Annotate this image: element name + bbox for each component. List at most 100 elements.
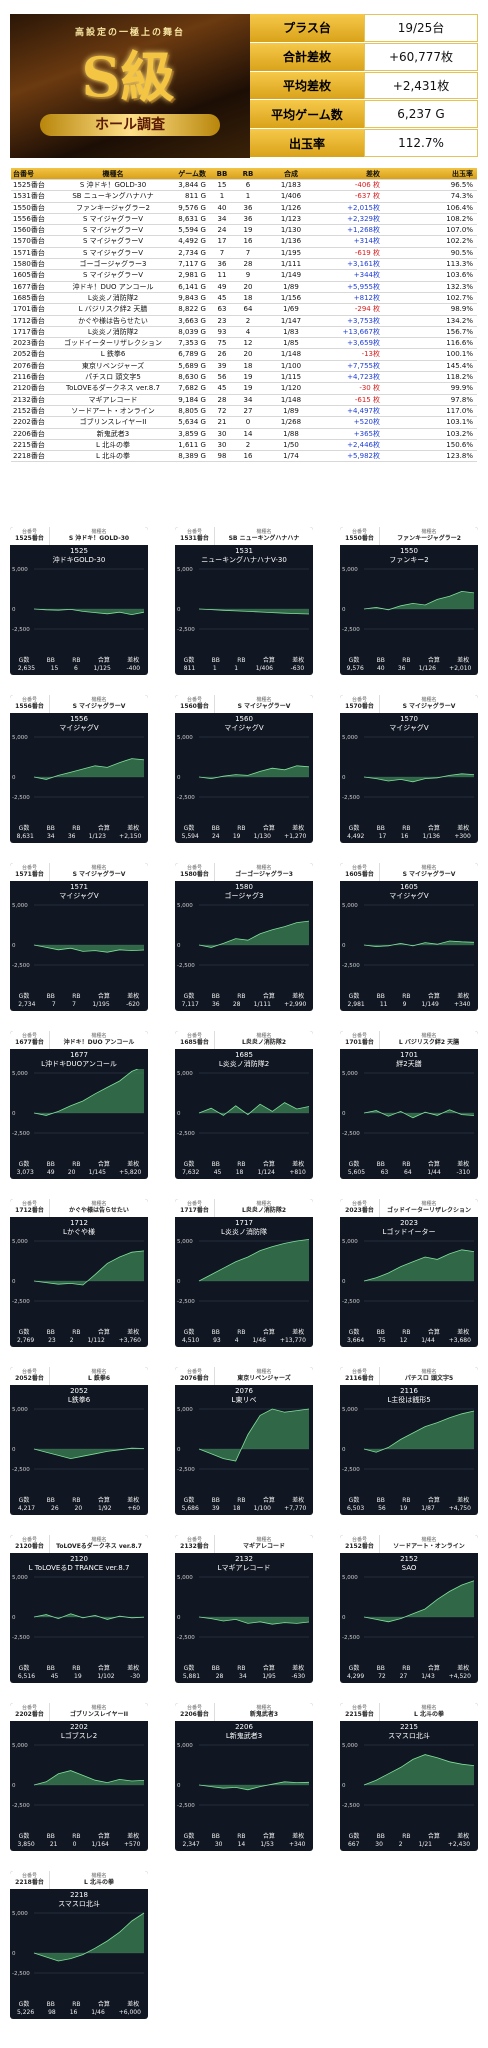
table-row[interactable]: 1677番台 沖ドキ！DUO アンコール 6,141 G 49 20 1/89 +5,955… (11, 282, 477, 293)
table-cell: +344枚 (353, 271, 380, 280)
table-row[interactable]: 2152番台 ソードアート・オンライン 8,805 G 72 27 1/89 +4,497枚… (11, 406, 477, 418)
axis-tick-label: -2,500 (342, 795, 360, 801)
footer-value: 24 (211, 833, 220, 840)
footer-value: 21 (49, 1841, 58, 1848)
machine-chart-card[interactable]: 台番号 1605番台 機種名 S マイジャグラーV 1605 マイジャグV 5,000 0 -2… (340, 863, 478, 1011)
machine-chart-card[interactable]: 台番号 2152番台 機種名 ソードアート・オンライン 2152 SAO 5,000 0 -2,… (340, 1535, 478, 1683)
table-row[interactable]: 1570番台 S マイジャグラーV 4,492 G 17 16 1/136 +314枚 102… (11, 236, 477, 248)
table-cell: 72 (217, 406, 227, 415)
card-unit-label: 台番号 (351, 529, 367, 535)
card-unit-cell: 台番号 2218番台 (10, 1871, 50, 1889)
footer-value: 4,217 (17, 1505, 36, 1512)
machine-chart-card[interactable]: 台番号 2215番台 機種名 L 北斗の拳 2215 スマスロ北斗 5,000 0 -2,500… (340, 1703, 478, 1851)
table-row[interactable]: 2218番台 L 北斗の拳 8,389 G 98 16 1/74 +5,982枚 123.8% (11, 451, 477, 463)
table-cell: 19 (243, 226, 253, 235)
footer-label: 差枚 (127, 1665, 140, 1672)
table-row[interactable]: 2052番台 L 鉄拳6 6,789 G 26 20 1/148 -13枚 100.1% (11, 349, 477, 361)
table-row[interactable]: 1525番台 S 沖ドキ！GOLD-30 3,844 G 15 6 1/183 -406 枚… (11, 180, 477, 192)
card-machine-cell: 機種名 S 沖ドキ！GOLD-30 (50, 527, 148, 545)
table-row[interactable]: 2076番台 東京リベンジャーズ 5,689 G 39 18 1/100 +7,755枚 14… (11, 361, 477, 373)
table-row[interactable]: 1556番台 S マイジャグラーV 8,631 G 34 36 1/123 +2,329枚 1… (11, 214, 477, 226)
machine-chart-card[interactable]: 台番号 2206番台 機種名 新鬼武者3 2206 L新鬼武者3 5,000 0 -2,500 G… (175, 1703, 313, 1851)
table-row[interactable]: 1580番台 ゴーゴージャグラー3 7,117 G 36 28 1/111 +3,161枚 1… (11, 259, 477, 271)
table-row[interactable]: 2116番台 パチスロ 頭文字5 8,630 G 56 19 1/115 +4,723枚 11… (11, 372, 477, 384)
summary-value: 19/25台 (364, 14, 478, 42)
footer-value: 7 (72, 1001, 76, 1008)
table-cell: 東京リベンジャーズ (81, 361, 145, 370)
footer-values: 2,635 15 6 1/125 -400 (10, 665, 148, 673)
machine-chart-card[interactable]: 台番号 2023番台 機種名 ゴッドイーターリザレクション 2023 Lゴッドイーター 5,… (340, 1199, 478, 1347)
table-row[interactable]: 2206番台 新鬼武者3 3,859 G 30 14 1/88 +365枚 103.2% (11, 429, 477, 440)
footer-values: 5,686 39 18 1/100 +7,770 (175, 1505, 313, 1513)
card-unit-number: 2206 (235, 1723, 253, 1731)
footer-label: G数 (18, 993, 30, 1000)
table-row[interactable]: 1571番台 S マイジャグラーV 2,734 G 7 7 1/195 -619 枚 90.5… (11, 248, 477, 260)
diff-chart: 5,000 0 -2,500 (177, 1071, 310, 1137)
axis-tick-label: 5,000 (342, 1407, 358, 1413)
table-row[interactable]: 1717番台 L炎炎ノ消防隊2 8,039 G 93 4 1/83 +13,667枚 156.… (11, 327, 477, 339)
card-machine-cell: 機種名 L炎炎ノ消防隊2 (215, 1031, 313, 1049)
table-row[interactable]: 2215番台 L 北斗の拳 1,611 G 30 2 1/50 +2,446枚 150.6% (11, 440, 477, 452)
table-row[interactable]: 1531番台 SB ニューキングハナハナ 811 G 1 1 1/406 -637 枚 74.… (11, 191, 477, 203)
machine-chart-card[interactable]: 台番号 1570番台 機種名 S マイジャグラーV 1570 マイジャグV 5,000 0 -2… (340, 695, 478, 843)
machine-chart-card[interactable]: 台番号 1580番台 機種名 ゴーゴージャグラー3 1580 ゴージャグ3 5,000 0 -2… (175, 863, 313, 1011)
machine-chart-card[interactable]: 台番号 1685番台 機種名 L炎炎ノ消防隊2 1685 L炎炎ノ消防隊2 5,000 0 -2… (175, 1031, 313, 1179)
card-footer: G数 BB RB 合算 差枚 6,503 56 19 1/87 +4,750 (340, 1497, 478, 1513)
machine-chart-card[interactable]: 台番号 2218番台 機種名 L 北斗の拳 2218 スマスロ北斗 5,000 0 -2,500… (10, 1871, 148, 2019)
machine-chart-card[interactable]: 台番号 2052番台 機種名 L 鉄拳6 2052 L鉄拳6 5,000 0 -2,500 G数 B… (10, 1367, 148, 1515)
machine-chart-card[interactable]: 台番号 2132番台 機種名 マギアレコード 2132 Lマギアレコード 5,000 0 -2,… (175, 1535, 313, 1683)
card-machine-label: 機種名 (421, 1369, 437, 1375)
card-machine-value: S マイジャグラーV (402, 871, 456, 878)
table-row[interactable]: 1712番台 かぐや様は告らせたい 3,663 G 23 2 1/147 +3,753枚 13… (11, 316, 477, 327)
card-machine-short: L鉄拳6 (67, 1396, 91, 1404)
table-row[interactable]: 2132番台 マギアレコード 9,184 G 28 34 1/148 -615 枚 97.8% (11, 395, 477, 406)
table-cell: 2152番台 (13, 406, 45, 415)
table-row[interactable]: 2023番台 ゴッドイーターリザレクション 7,353 G 75 12 1/85 +3,65… (11, 338, 477, 350)
footer-value: 6,516 (17, 1673, 36, 1680)
machine-chart-card[interactable]: 台番号 1677番台 機種名 沖ドキ！DUO アンコール 1677 L沖ドキDUOアンコー… (10, 1031, 148, 1179)
machine-chart-card[interactable]: 台番号 2116番台 機種名 パチスロ 頭文字5 2116 L主役は銭形5 5,000 0 -2… (340, 1367, 478, 1515)
table-cell: 49 (217, 282, 227, 291)
table-row[interactable]: 2202番台 ゴブリンスレイヤーII 5,634 G 21 0 1/268 +520枚 103… (11, 417, 477, 429)
table-row[interactable]: 1701番台 L バジリスク絆2 天膳 8,822 G 63 64 1/69 -294 枚 9… (11, 304, 477, 316)
machine-chart-card[interactable]: 台番号 1556番台 機種名 S マイジャグラーV 1556 マイジャグV 5,000 0 -2… (10, 695, 148, 843)
diff-area (364, 1580, 474, 1622)
table-cell: 8,805 G (178, 406, 206, 415)
table-cell: 9,184 G (178, 395, 206, 404)
footer-label: G数 (18, 825, 30, 832)
footer-label: BB (211, 1161, 220, 1168)
footer-label: RB (402, 1665, 411, 1672)
diff-line (33, 1069, 139, 1116)
table-cell: 1/136 (280, 237, 302, 246)
axis-tick-label: -2,500 (12, 627, 30, 633)
table-cell: 28 (243, 260, 253, 269)
logo-main: S級 (81, 45, 175, 109)
diff-chart: 5,000 0 -2,500 (177, 735, 310, 801)
machine-chart-card[interactable]: 台番号 1525番台 機種名 S 沖ドキ！GOLD-30 1525 沖ドキGOLD-30 5… (10, 527, 148, 675)
table-cell: 1/126 (280, 203, 302, 212)
table-cell: L バジリスク絆2 天膳 (78, 305, 148, 314)
machine-chart-card[interactable]: 台番号 1571番台 機種名 S マイジャグラーV 1571 マイジャグV 5,000 0 -2… (10, 863, 148, 1011)
axis-tick-label: 5,000 (177, 903, 193, 909)
card-machine-value: L 北斗の拳 (84, 1879, 114, 1886)
table-row[interactable]: 1550番台 ファンキージャグラー2 9,576 G 40 36 1/126 +2,015枚… (11, 203, 477, 214)
machine-chart-card[interactable]: 台番号 1550番台 機種名 ファンキージャグラー2 1550 ファンキー2 5,000 0-… (340, 527, 478, 675)
machine-chart-card[interactable]: 台番号 2202番台 機種名 ゴブリンスレイヤーII 2202 Lゴブスレ2 5,000 0-… (10, 1703, 148, 1851)
axis-tick-label: 5,000 (177, 1239, 193, 1245)
table-cell: 7 (245, 248, 251, 257)
table-row[interactable]: 1560番台 S マイジャグラーV 5,594 G 24 19 1/130 +1,268枚 1… (11, 225, 477, 237)
machine-chart-card[interactable]: 台番号 2076番台 機種名 東京リベンジャーズ 2076 L東リベ 5,000 0 -2,50… (175, 1367, 313, 1515)
table-cell: 4 (245, 327, 251, 336)
table-row[interactable]: 1605番台 S マイジャグラーV 2,981 G 11 9 1/149 +344枚 103.… (11, 270, 477, 282)
table-header-cell: 差枚 (366, 170, 380, 178)
machine-chart-card[interactable]: 台番号 1712番台 機種名 かぐや様は告らせたい 1712 Lかぐや様 5,000 0 -2,… (10, 1199, 148, 1347)
machine-chart-card[interactable]: 台番号 1717番台 機種名 L炎炎ノ消防隊2 1717 L炎炎ノ消防隊 5,000 0 -2,… (175, 1199, 313, 1347)
machine-chart-card[interactable]: 台番号 1560番台 機種名 S マイジャグラーV 1560 マイジャグV 5,000 0 -2… (175, 695, 313, 843)
machine-chart-card[interactable]: 台番号 2120番台 機種名 ToLOVEるダークネス ver.8.7 2120 L To… (10, 1535, 148, 1683)
axis-tick-label: -2,500 (12, 1299, 30, 1305)
footer-label: 差枚 (457, 1665, 470, 1672)
table-row[interactable]: 1685番台 L炎炎ノ消防隊2 9,843 G 45 18 1/156 +812枚 102.7… (11, 293, 477, 305)
machine-chart-card[interactable]: 台番号 1701番台 機種名 L バジリスク絆2 天膳 1701 絆2天膳 5,000 0 -2… (340, 1031, 478, 1179)
table-row[interactable]: 2120番台 ToLOVEるダークネス ver.8.7 7,682 G 45 19 1/1… (11, 383, 477, 395)
machine-chart-card[interactable]: 台番号 1531番台 機種名 SB ニューキングハナハナ 1531 ニューキングハナハナV… (175, 527, 313, 675)
